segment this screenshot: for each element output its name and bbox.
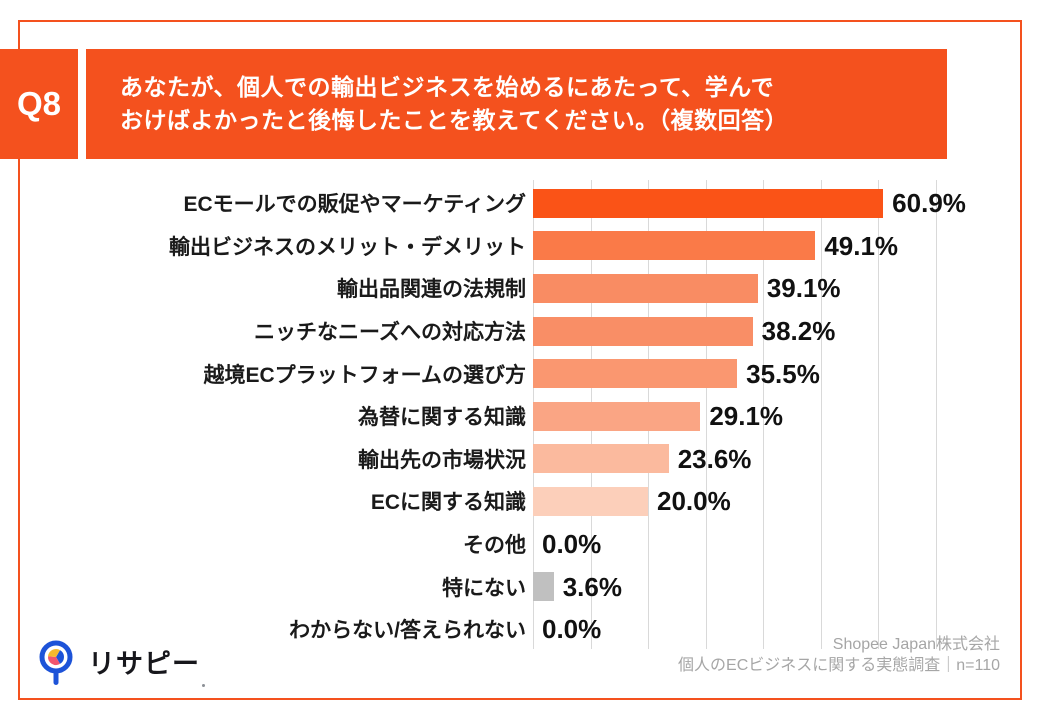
chart-row: 輸出先の市場状況 23.6% <box>0 438 1010 481</box>
bar <box>533 231 816 261</box>
plot-cell: 23.6% <box>533 443 1010 474</box>
plot-cell: 29.1% <box>533 401 1010 432</box>
value-label: 0.0% <box>542 529 602 560</box>
slide-border-frame <box>18 20 1022 700</box>
category-label: ニッチなニーズへの対応方法 <box>254 321 526 345</box>
category-label: 輸出品関連の法規制 <box>337 278 526 302</box>
value-label: 20.0% <box>657 486 731 517</box>
chart-row: 輸出品関連の法規制 39.1% <box>0 267 1010 310</box>
gridline-60 <box>878 180 879 649</box>
chart-row: ECモールでの販促やマーケティング 60.9% <box>0 182 1010 225</box>
value-label: 0.0% <box>542 614 602 645</box>
plot-cell: 20.0% <box>533 486 1010 517</box>
question-number-badge: Q8 <box>0 49 78 159</box>
gridline-70 <box>935 180 937 649</box>
chart-row: その他 0.0% <box>0 523 1010 566</box>
bar <box>533 188 884 218</box>
value-label: 29.1% <box>709 401 784 432</box>
category-label: 輸出ビジネスのメリット・デメリット <box>169 235 526 259</box>
source-attribution: Shopee Japan株式会社 個人のECビジネスに関する実態調査｜n=110 <box>678 634 1000 676</box>
value-label: 38.2% <box>761 316 836 347</box>
value-label: 3.6% <box>562 571 622 602</box>
chart-row: 越境ECプラットフォームの選び方 35.5% <box>0 352 1010 395</box>
chart-row: わからない/答えられない 0.0% <box>0 608 1010 651</box>
question-title-line2: おけばよかったと後悔したことを教えてください。（複数回答） <box>120 107 789 133</box>
question-number: Q8 <box>16 85 62 122</box>
bar <box>533 401 701 431</box>
bar-chart: ECモールでの販促やマーケティング 60.9% 輸出ビジネスのメリット・デメリット 4… <box>0 182 1010 651</box>
plot-cell: 60.9% <box>533 188 1010 219</box>
gridline-30 <box>705 180 707 649</box>
value-label: 49.1% <box>824 230 899 261</box>
bar <box>533 273 758 303</box>
risapi-logo-icon <box>39 640 73 685</box>
plot-cell: 38.2% <box>533 316 1010 347</box>
bar <box>533 486 648 516</box>
bar <box>533 316 753 346</box>
logo-pie-pink <box>47 656 60 666</box>
category-label: ECモールでの販促やマーケティング <box>183 193 527 217</box>
category-label: 為替に関する知識 <box>358 406 526 430</box>
value-label: 35.5% <box>746 358 820 389</box>
gridline-40 <box>763 180 764 649</box>
category-label: わからない/答えられない <box>289 619 526 643</box>
question-title-line1: あなたが、個人での輸出ビジネスを始めるにあたって、学んで <box>120 74 775 100</box>
chart-row: 輸出ビジネスのメリット・デメリット 49.1% <box>0 225 1010 268</box>
logo-dot <box>202 684 205 687</box>
plot-cell: 0.0% <box>533 531 1010 557</box>
plot-cell: 39.1% <box>533 273 1010 304</box>
plot-cell: 49.1% <box>533 230 1010 261</box>
value-label: 60.9% <box>892 188 966 219</box>
risapi-logo: リサピー <box>34 638 205 690</box>
value-label: 23.6% <box>677 443 752 474</box>
source-survey: 個人のECビジネスに関する実態調査｜n=110 <box>678 657 1000 674</box>
chart-row: 為替に関する知識 29.1% <box>0 395 1010 438</box>
gridline-50 <box>820 180 822 649</box>
category-label: 越境ECプラットフォームの選び方 <box>203 363 526 387</box>
logo-pie-blue <box>56 650 65 664</box>
category-label: 特にない <box>442 576 526 600</box>
value-label: 39.1% <box>766 273 841 304</box>
category-label: 輸出先の市場状況 <box>358 448 526 472</box>
source-company: Shopee Japan株式会社 <box>832 636 1000 653</box>
chart-row: ECに関する知識 20.0% <box>0 480 1010 523</box>
logo-text: リサピー <box>88 648 200 679</box>
chart-row: ニッチなニーズへの対応方法 38.2% <box>0 310 1010 353</box>
logo-stem <box>53 671 59 685</box>
plot-cell: 3.6% <box>533 571 1010 602</box>
chart-row: 特にない 3.6% <box>0 565 1010 608</box>
logo-pie-yellow <box>48 648 60 657</box>
bar <box>533 572 554 602</box>
plot-cell: 0.0% <box>533 616 1010 642</box>
bar <box>533 444 669 474</box>
plot-cell: 35.5% <box>533 358 1010 389</box>
category-label: ECに関する知識 <box>370 491 526 515</box>
category-label: その他 <box>463 534 526 558</box>
bar <box>533 359 738 389</box>
question-title: あなたが、個人での輸出ビジネスを始めるにあたって、学んで おけばよかったと後悔し… <box>86 49 947 159</box>
